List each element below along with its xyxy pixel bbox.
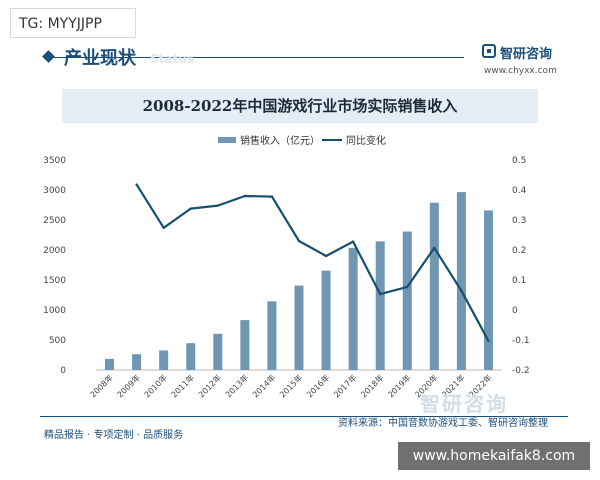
x-tick-label: 2014年 [250, 372, 277, 399]
x-tick-label: 2010年 [142, 372, 169, 399]
bar [213, 333, 223, 370]
y-tick-label: 2500 [43, 216, 66, 226]
bar [159, 350, 169, 370]
x-tick-label: 2017年 [331, 372, 358, 399]
tag-label: TG: MYYJJPP [10, 8, 136, 38]
yoy-point [297, 239, 301, 243]
yoy-line [135, 184, 490, 342]
legend-bar-label: 销售收入（亿元） [240, 134, 320, 147]
chart-title: 2008-2022年中国游戏行业市场实际销售收入 [142, 97, 458, 115]
x-tick-label: 2012年 [196, 372, 223, 399]
yoy-point [351, 240, 355, 243]
section-title: 产业现状 [64, 48, 136, 69]
x-tick-label: 2008年 [88, 372, 115, 399]
yoy-point [324, 254, 328, 258]
y2-tick-label: 0 [512, 306, 518, 316]
yoy-point [189, 207, 192, 210]
y2-tick-label: 0.3 [512, 216, 526, 226]
footer-slogan: 精品报告 · 专项定制 · 品质服务 [44, 430, 184, 441]
bar [186, 343, 196, 370]
y-tick-label: 3000 [43, 186, 66, 196]
legend-line-label: 同比变化 [346, 134, 386, 147]
bar [348, 247, 358, 370]
y-tick-label: 0 [60, 366, 66, 376]
bar [294, 285, 304, 370]
bar [402, 231, 412, 370]
y2-tick-label: -0.1 [512, 336, 530, 346]
yoy-point [216, 204, 219, 207]
bar [321, 270, 331, 370]
yoy-point [135, 183, 138, 186]
yoy-point [460, 289, 463, 292]
chart-title-band [62, 89, 538, 123]
x-tick-label: 2018年 [358, 372, 385, 399]
logo-url: www.chyxx.com [484, 66, 557, 76]
bar [375, 241, 385, 370]
overlay-url: www.homekaifak8.com [398, 442, 590, 470]
header-divider [44, 57, 464, 58]
yoy-point [487, 339, 490, 343]
logo-name: 智研咨询 [500, 47, 553, 62]
y2-tick-label: 0.4 [512, 186, 527, 196]
yoy-point [379, 292, 382, 296]
y2-tick-label: 0.1 [512, 276, 526, 286]
y-tick-label: 3500 [43, 156, 66, 166]
footer-divider [40, 416, 568, 417]
header-watermark: Status [150, 52, 194, 66]
x-tick-label: 2009年 [115, 372, 142, 399]
yoy-point [243, 194, 247, 198]
logo-icon [482, 44, 496, 58]
x-tick-label: 2016年 [304, 372, 331, 399]
bar [132, 354, 142, 370]
x-tick-label: 2011年 [169, 372, 196, 399]
chart-legend: 销售收入（亿元） 同比变化 [218, 134, 386, 147]
footer-watermark: 智研咨询 [420, 392, 508, 416]
x-tick-label: 2013年 [223, 372, 250, 399]
y-tick-label: 2000 [43, 246, 66, 256]
source-text: 资料来源：中国音数协游戏工委、智研咨询整理 [338, 418, 548, 429]
yoy-point [270, 195, 274, 198]
yoy-point [433, 246, 436, 250]
y-tick-label: 500 [49, 336, 66, 346]
x-tick-label: 2019年 [386, 372, 413, 399]
yoy-point [406, 285, 409, 289]
y2-tick-label: 0.2 [512, 246, 526, 256]
bar [483, 210, 493, 370]
yoy-point [162, 226, 165, 229]
y2-tick-label: 0.5 [512, 156, 526, 166]
bar [105, 358, 115, 370]
y-tick-label: 1500 [43, 276, 66, 286]
y2-tick-label: -0.2 [512, 366, 530, 376]
bar [267, 301, 277, 370]
y-tick-label: 1000 [43, 306, 66, 316]
legend-bar-swatch [218, 137, 236, 143]
x-tick-label: 2015年 [277, 372, 304, 399]
bar [456, 192, 466, 370]
bar [429, 202, 439, 370]
bar [240, 320, 250, 370]
